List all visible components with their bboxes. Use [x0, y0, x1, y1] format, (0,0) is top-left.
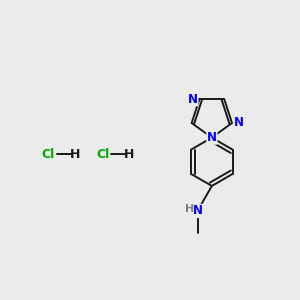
Text: N: N: [188, 93, 198, 106]
Text: N: N: [193, 205, 203, 218]
Text: H: H: [185, 204, 194, 214]
Text: Cl: Cl: [42, 148, 55, 161]
Text: H: H: [124, 148, 135, 161]
Text: Cl: Cl: [96, 148, 110, 161]
Text: N: N: [233, 116, 244, 130]
Text: N: N: [207, 131, 217, 144]
Text: H: H: [70, 148, 80, 161]
